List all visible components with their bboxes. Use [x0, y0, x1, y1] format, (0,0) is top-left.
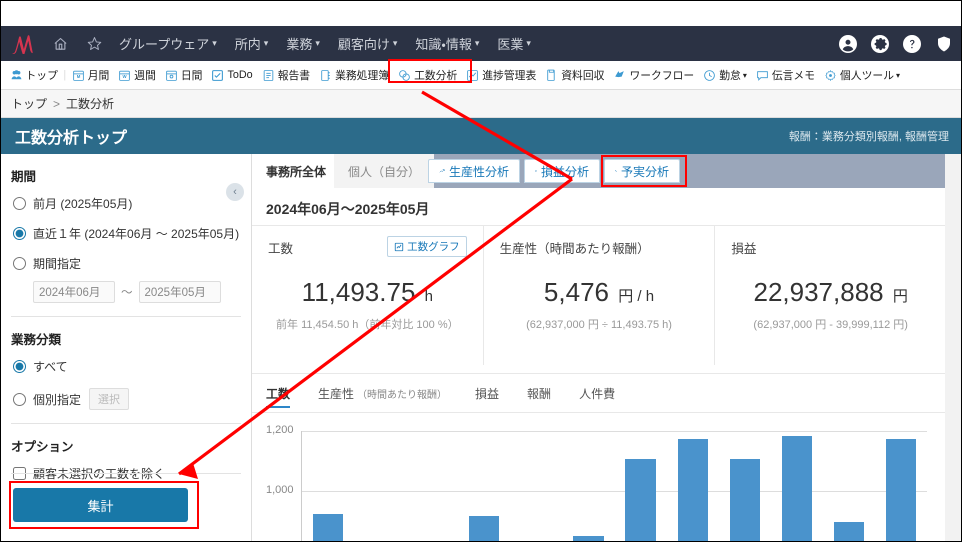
svg-text:M: M: [76, 74, 80, 79]
svg-text:W: W: [123, 74, 128, 79]
